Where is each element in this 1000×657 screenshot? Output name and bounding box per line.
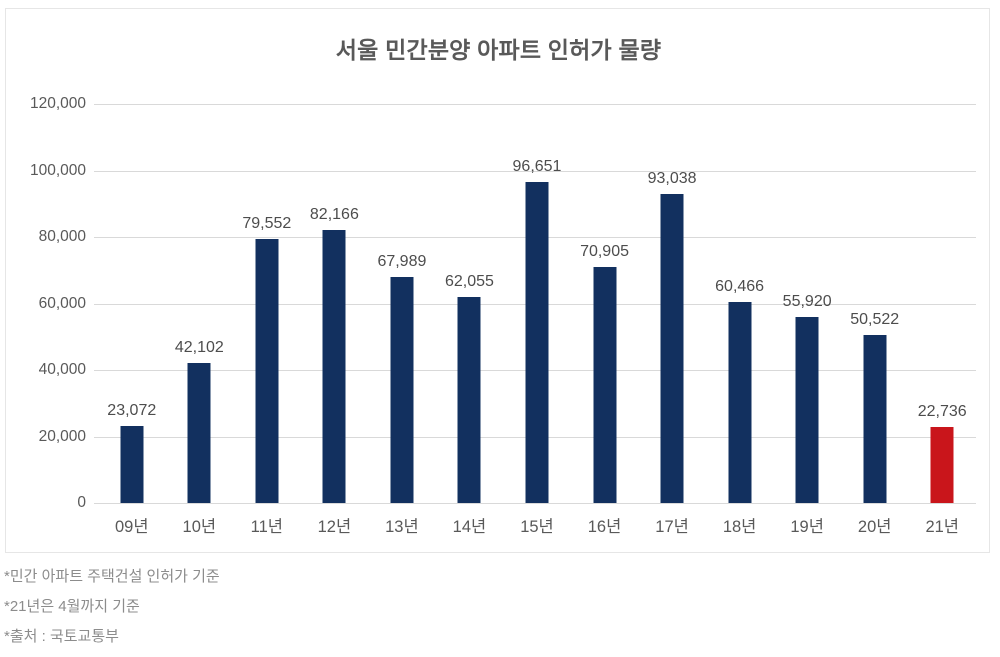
y-axis-tick bbox=[94, 104, 103, 105]
gridline bbox=[103, 104, 976, 105]
x-axis-label: 16년 bbox=[587, 518, 622, 536]
gridline bbox=[103, 503, 976, 504]
bar-series: 23,072 42,102 79,552 82,166 67,989 62,055 96,6… bbox=[98, 89, 976, 503]
bar[interactable] bbox=[525, 181, 549, 503]
x-axis-label: 14년 bbox=[452, 518, 487, 536]
bar[interactable] bbox=[255, 238, 279, 503]
bar-slot: 79,552 bbox=[233, 89, 301, 503]
bar-value-label: 96,651 bbox=[512, 157, 562, 175]
bar-value-label: 50,522 bbox=[850, 311, 900, 329]
bar-slot: 96,651 bbox=[503, 89, 571, 503]
bar-value-label: 23,072 bbox=[107, 402, 157, 420]
bar-value-label: 60,466 bbox=[715, 277, 765, 295]
chart-card: 서울 민간분양 아파트 인허가 물량 0 20,000 40,000 60,000 80… bbox=[5, 8, 990, 553]
y-axis-label: 40,000 bbox=[38, 361, 86, 378]
y-axis-label: 20,000 bbox=[38, 427, 86, 445]
bar[interactable] bbox=[187, 363, 211, 503]
bar[interactable] bbox=[322, 229, 346, 503]
bar-slot: 93,038 bbox=[638, 89, 706, 503]
y-axis-tick bbox=[94, 303, 103, 305]
y-axis-label: 0 bbox=[77, 494, 86, 511]
x-axis-label: 12년 bbox=[317, 518, 352, 536]
bar-value-label: 62,055 bbox=[444, 272, 494, 290]
bar[interactable] bbox=[120, 426, 144, 503]
bar-value-label: 82,166 bbox=[309, 205, 359, 223]
y-axis-tick bbox=[94, 370, 103, 371]
x-axis-label: 20년 bbox=[857, 518, 892, 536]
x-axis-label: 21년 bbox=[925, 518, 959, 536]
bar-value-label: 67,989 bbox=[377, 252, 427, 270]
x-axis-label: 11년 bbox=[250, 518, 283, 536]
bar-slot: 42,102 bbox=[166, 89, 234, 503]
x-axis-label: 13년 bbox=[385, 518, 419, 536]
bar[interactable] bbox=[593, 267, 617, 503]
x-axis-label: 10년 bbox=[182, 518, 217, 536]
chart-title: 서울 민간분양 아파트 인허가 물량 bbox=[335, 37, 662, 63]
y-axis-tick bbox=[94, 436, 103, 438]
bar[interactable] bbox=[863, 335, 887, 503]
bar[interactable] bbox=[390, 276, 414, 503]
bar[interactable] bbox=[795, 317, 819, 503]
bar-slot: 62,055 bbox=[436, 89, 504, 503]
bar-value-label: 79,552 bbox=[242, 214, 292, 232]
y-axis-tick bbox=[94, 170, 103, 172]
bar-value-label: 42,102 bbox=[174, 339, 224, 357]
bar-value-label: 55,920 bbox=[782, 293, 832, 311]
x-axis-label: 17년 bbox=[655, 518, 689, 536]
bar[interactable] bbox=[660, 193, 684, 503]
bar-value-label: 70,905 bbox=[580, 243, 629, 261]
x-axis-label: 15년 bbox=[520, 518, 554, 536]
y-axis-label: 80,000 bbox=[38, 228, 86, 245]
bar-value-label: 93,038 bbox=[647, 169, 697, 187]
footnote: *민간 아파트 주택건설 인허가 기준 bbox=[4, 568, 220, 585]
bar-slot: 23,072 bbox=[98, 89, 166, 503]
bar-slot: 55,920 bbox=[773, 89, 841, 503]
bar-slot: 50,522 bbox=[841, 89, 909, 503]
x-axis-label: 18년 bbox=[722, 518, 757, 536]
bar-value-label: 22,736 bbox=[917, 403, 967, 421]
y-axis-label: 120,000 bbox=[29, 95, 86, 112]
plot-area: 0 20,000 40,000 60,000 80,000 100,000 120,000 … bbox=[30, 89, 976, 511]
bar[interactable] bbox=[930, 427, 954, 503]
footnotes: *민간 아파트 주택건설 인허가 기준 *21년은 4월까지 기준 *출처 : 국토… bbox=[4, 562, 604, 652]
y-axis-label: 100,000 bbox=[29, 161, 86, 179]
bar-slot: 70,905 bbox=[571, 89, 639, 503]
gridline bbox=[103, 170, 976, 172]
bar[interactable] bbox=[457, 296, 481, 503]
y-axis-tick bbox=[94, 503, 103, 504]
bar-slot: 82,166 bbox=[301, 89, 369, 503]
y-axis-label: 60,000 bbox=[38, 294, 86, 312]
x-axis-label: 09년 bbox=[114, 518, 149, 536]
x-axis-labels: 09년 10년 11년 12년 13년 14년 15년 16년 17년 18년 19년 20년 21년 bbox=[98, 513, 976, 543]
x-axis-label: 19년 bbox=[790, 518, 824, 536]
bar[interactable] bbox=[728, 301, 752, 503]
y-axis-tick bbox=[94, 237, 103, 238]
footnote: *21년은 4월까지 기준 bbox=[4, 598, 140, 615]
bar-slot: 67,989 bbox=[368, 89, 436, 503]
bar-slot: 22,736 bbox=[908, 89, 976, 503]
bar-slot: 60,466 bbox=[706, 89, 774, 503]
footnote: *출처 : 국토교통부 bbox=[4, 628, 119, 645]
